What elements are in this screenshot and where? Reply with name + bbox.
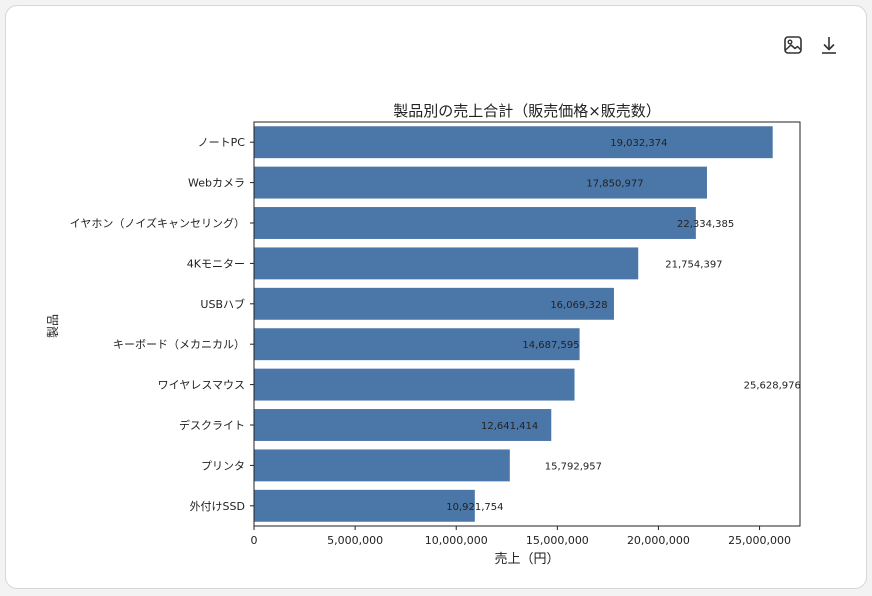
x-ticks-group: 0 5,000,000 10,000,000 15,000,000 20,000,000… (251, 526, 791, 547)
data-label: 12,641,414 (481, 421, 538, 432)
x-tick-label: 15,000,000 (526, 534, 589, 547)
data-label: 10,921,754 (446, 502, 503, 513)
data-labels-group: 19,032,374 17,850,977 22,334,385 21,754,397… (446, 138, 801, 513)
x-tick-label: 20,000,000 (627, 534, 690, 547)
chart-toolbar (782, 34, 840, 56)
y-tick-label: キーボード（メカニカル） (113, 338, 245, 351)
y-tick-label: USBハブ (200, 297, 245, 311)
x-tick-label: 25,000,000 (728, 534, 791, 547)
bar (254, 247, 639, 280)
bar (254, 287, 614, 320)
bar (254, 126, 773, 159)
x-tick-label: 10,000,000 (425, 534, 488, 547)
y-tick-label: ワイヤレスマウス (158, 379, 245, 392)
y-tick-label: Webカメラ (188, 177, 245, 190)
download-icon (822, 37, 836, 54)
data-label: 16,069,328 (550, 300, 607, 311)
data-label: 17,850,977 (586, 179, 643, 190)
bar (254, 166, 707, 199)
x-axis-label: 売上（円） (494, 551, 559, 567)
save-image-button[interactable] (782, 34, 804, 56)
y-tick-label: 4Kモニター (187, 257, 245, 270)
data-label: 21,754,397 (665, 259, 722, 270)
y-tick-label: プリンタ (201, 459, 245, 472)
bar (254, 368, 575, 401)
data-label: 19,032,374 (610, 138, 667, 149)
data-label: 14,687,595 (522, 340, 579, 351)
bar (254, 449, 510, 482)
x-tick-label: 5,000,000 (327, 534, 383, 547)
download-button[interactable] (818, 34, 840, 56)
y-axis-label: 製品 (46, 314, 60, 338)
data-label: 15,792,957 (545, 461, 602, 472)
data-label: 22,334,385 (677, 219, 734, 230)
y-tick-label: イヤホン（ノイズキャンセリング） (70, 216, 245, 230)
y-tick-label: デスクライト (179, 418, 245, 432)
x-tick-label: 0 (251, 534, 258, 547)
data-label: 25,628,976 (744, 381, 801, 392)
bar (254, 328, 580, 361)
y-tick-label: ノートPC (198, 136, 246, 149)
bar (254, 409, 552, 441)
chart-title: 製品別の売上合計（販売価格×販売数） (393, 102, 661, 120)
image-icon (784, 36, 802, 54)
y-tick-label: 外付けSSD (190, 500, 245, 513)
plot-frame (253, 121, 801, 527)
bar (254, 489, 475, 522)
bars-group (254, 126, 773, 522)
bar (254, 207, 696, 239)
